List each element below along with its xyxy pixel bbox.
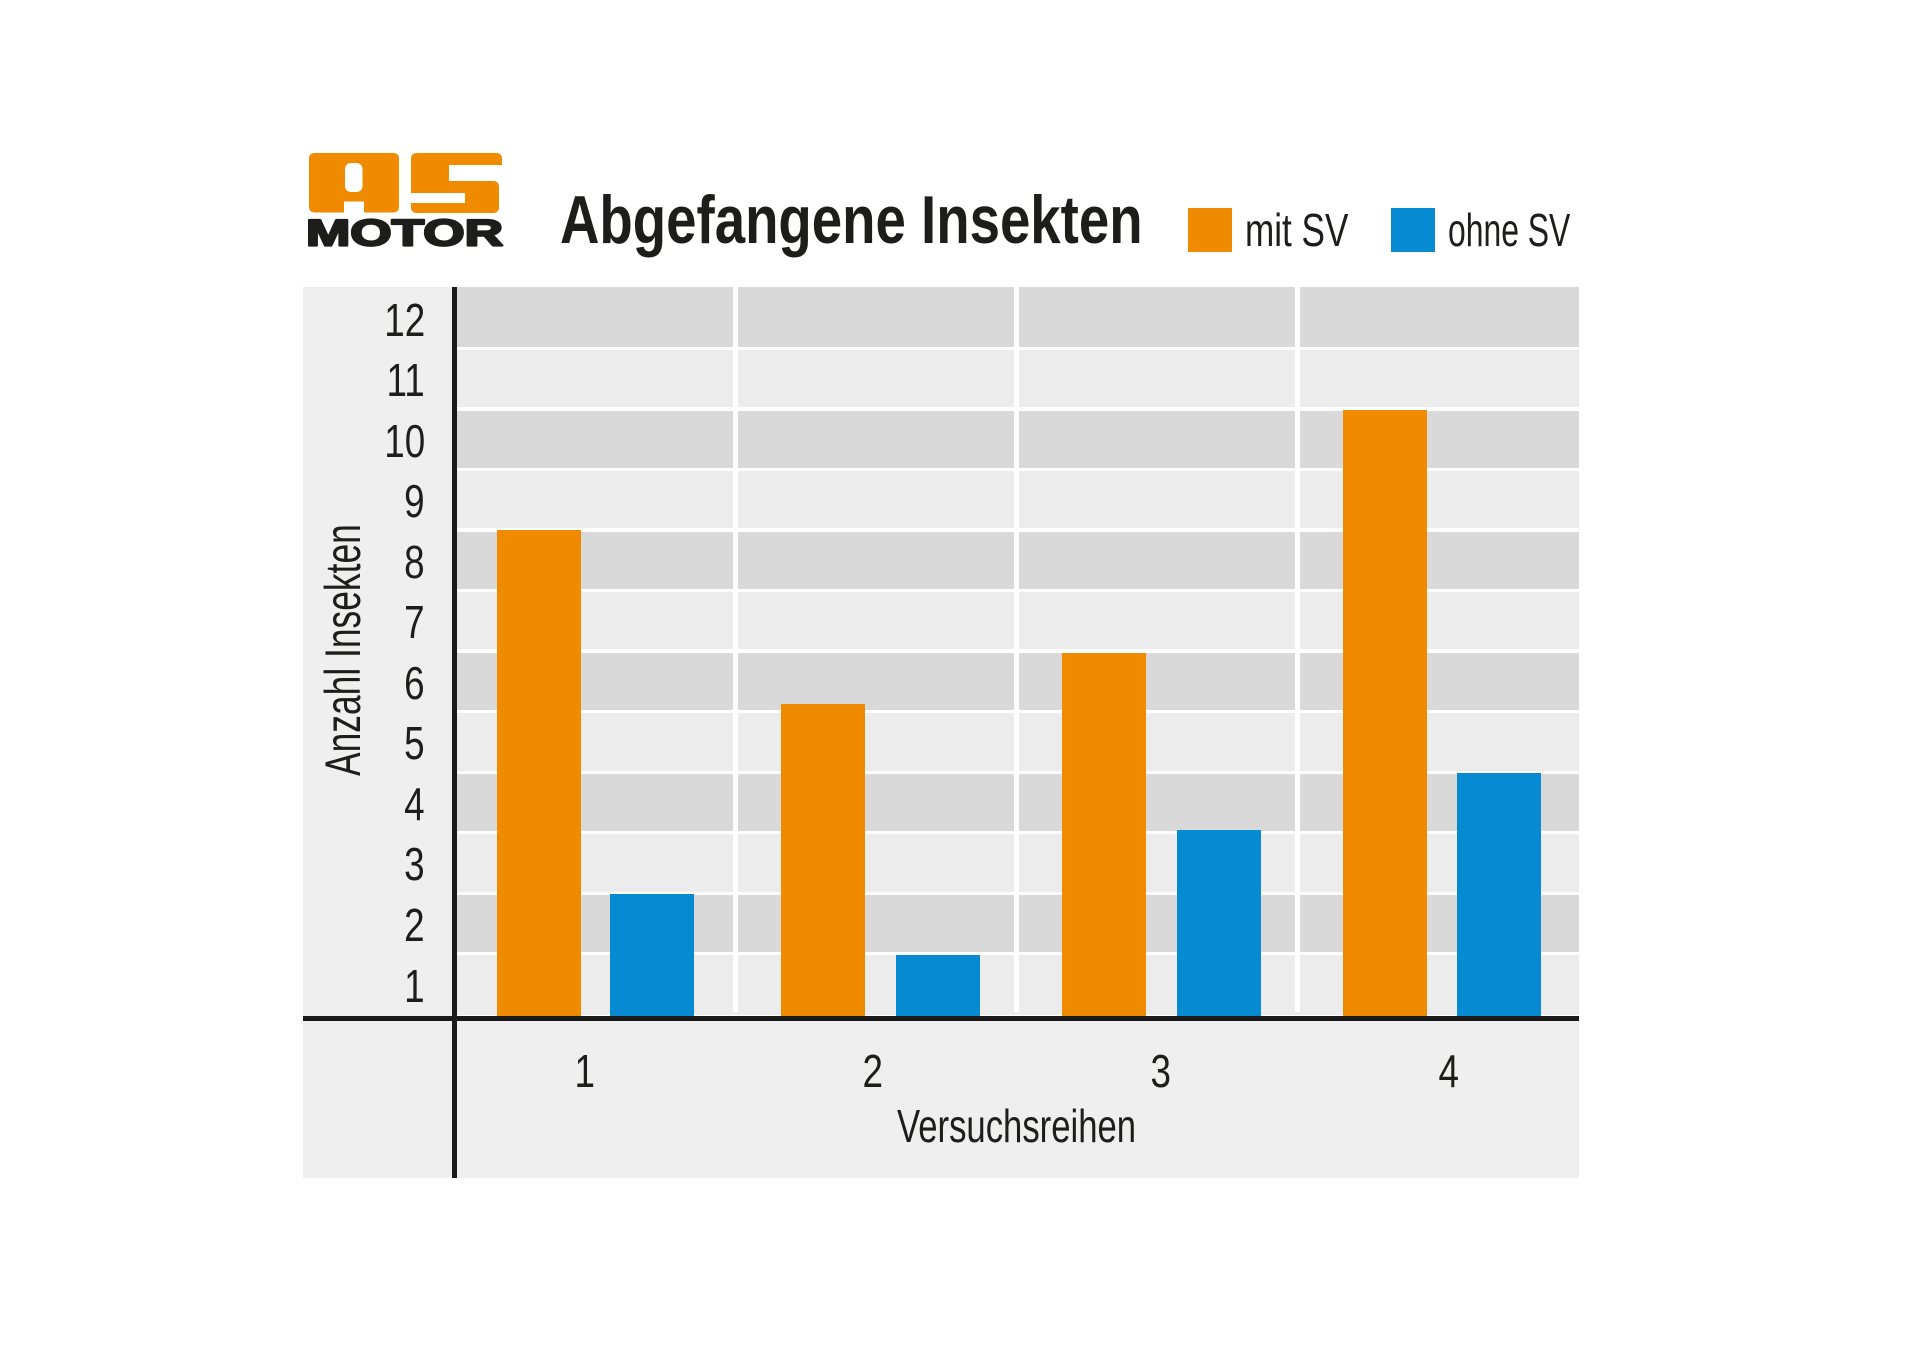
svg-text:MOTOR: MOTOR xyxy=(306,213,503,254)
